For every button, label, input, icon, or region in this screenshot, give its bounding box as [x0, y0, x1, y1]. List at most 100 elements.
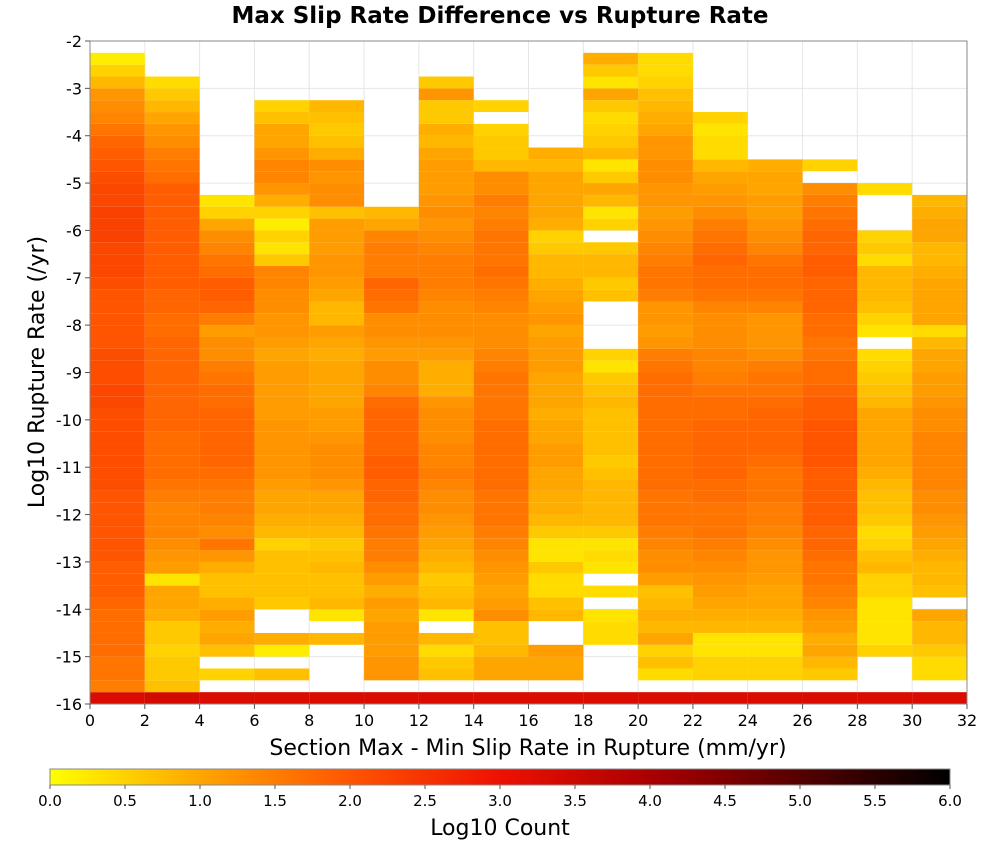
heatmap-cell-1-26 [144, 372, 200, 385]
heatmap-cell-6-20 [418, 443, 474, 456]
heatmap-cell-12-32 [747, 301, 803, 314]
heatmap-cell-7-44 [473, 159, 529, 172]
heatmap-cell-2-25 [199, 384, 255, 397]
heatmap-cell-3-8 [254, 585, 310, 598]
heatmap-cell-9-14 [583, 514, 639, 527]
heatmap-cell-2-21 [199, 431, 255, 444]
heatmap-cell-3-45 [254, 147, 310, 160]
heatmap-cell-9-37 [583, 242, 639, 255]
heatmap-cell-5-28 [364, 348, 419, 361]
heatmap-cell-10-49 [638, 100, 693, 113]
heatmap-cell-4-44 [309, 159, 365, 172]
heatmap-cell-4-20 [309, 443, 365, 456]
x-tick-label-11: 22 [683, 711, 703, 730]
y-tick-label-9: -11 [56, 458, 82, 477]
heatmap-cell-4-24 [309, 396, 365, 409]
heatmap-cell-14-20 [857, 443, 913, 456]
y-tick-label-11: -13 [56, 553, 82, 572]
heatmap-cell-9-13 [583, 526, 639, 539]
heatmap-cell-0-9 [90, 573, 145, 586]
heatmap-cell-11-30 [692, 325, 748, 337]
heatmap-cell-15-41 [912, 194, 967, 207]
heatmap-cell-6-9 [418, 573, 474, 586]
heatmap-cell-15-6 [912, 609, 967, 622]
heatmap-cell-14-7 [857, 597, 913, 610]
heatmap-cell-10-37 [638, 242, 693, 255]
heatmap-cell-1-12 [144, 538, 200, 551]
heatmap-cell-10-22 [638, 419, 693, 432]
heatmap-cell-5-39 [364, 218, 419, 231]
heatmap-cell-6-51 [418, 76, 474, 89]
heatmap-cell-10-32 [638, 301, 693, 314]
heatmap-cell-3-18 [254, 467, 310, 480]
heatmap-cell-11-2 [692, 656, 748, 669]
heatmap-cell-10-30 [638, 325, 693, 337]
heatmap-cell-9-26 [583, 372, 639, 385]
heatmap-cell-7-40 [473, 206, 529, 219]
heatmap-cell-2-18 [199, 467, 255, 480]
colorbar [49, 768, 951, 786]
heatmap-cell-9-17 [583, 479, 639, 491]
heatmap-cell-11-3 [692, 644, 748, 657]
heatmap-cell-4-16 [309, 490, 365, 503]
heatmap-cell-6-30 [418, 325, 474, 337]
heatmap-cell-14-21 [857, 431, 913, 444]
heatmap-cell-4-31 [309, 313, 365, 326]
heatmap-cell-10-44 [638, 159, 693, 172]
heatmap-cell-3-1 [254, 668, 310, 681]
heatmap-cell-10-33 [638, 289, 693, 302]
heatmap-cell-14-12 [857, 538, 913, 551]
heatmap-cell-10-53 [638, 52, 693, 65]
heatmap-cell-3-7 [254, 597, 310, 610]
heatmap-cell-10-42 [638, 183, 693, 195]
heatmap-cell-base-11 [692, 692, 748, 704]
heatmap-cell-14-10 [857, 561, 913, 574]
y-tick-label-13: -15 [56, 648, 82, 667]
heatmap-cell-0-2 [90, 656, 145, 669]
heatmap-cell-3-16 [254, 490, 310, 503]
heatmap-cell-14-8 [857, 585, 913, 598]
heatmap-cell-7-12 [473, 538, 529, 551]
heatmap-cell-base-14 [857, 692, 913, 704]
heatmap-cell-5-32 [364, 301, 419, 314]
heatmap-cell-9-23 [583, 408, 639, 420]
heatmap-cell-13-4 [802, 632, 858, 645]
heatmap-cell-2-38 [199, 230, 255, 243]
heatmap-cell-6-35 [418, 265, 474, 278]
heatmap-cell-9-50 [583, 88, 639, 101]
heatmap-cell-6-36 [418, 254, 474, 266]
heatmap-cell-11-20 [692, 443, 748, 456]
heatmap-cell-10-20 [638, 443, 693, 456]
heatmap-cell-10-35 [638, 265, 693, 278]
heatmap-cell-2-29 [199, 336, 255, 349]
heatmap-cell-9-33 [583, 289, 639, 302]
heatmap-cell-9-10 [583, 561, 639, 574]
heatmap-cell-15-32 [912, 301, 967, 314]
x-tick-label-14: 28 [847, 711, 867, 730]
heatmap-cell-4-46 [309, 135, 365, 148]
heatmap-cell-8-18 [528, 467, 584, 480]
heatmap-cell-5-15 [364, 502, 419, 515]
heatmap-cell-6-33 [418, 289, 474, 302]
heatmap-cell-6-45 [418, 147, 474, 160]
heatmap-cell-2-23 [199, 408, 255, 420]
colorbar-tick-label-8: 4.0 [638, 792, 662, 810]
heatmap-cell-10-13 [638, 526, 693, 539]
heatmap-cell-3-49 [254, 100, 310, 113]
heatmap-cell-0-42 [90, 183, 145, 195]
heatmap-cell-5-7 [364, 597, 419, 610]
heatmap-cell-10-52 [638, 64, 693, 77]
heatmap-cell-base-1 [144, 692, 200, 704]
heatmap-cell-7-4 [473, 632, 529, 645]
heatmap-cell-14-6 [857, 609, 913, 622]
heatmap-cell-10-12 [638, 538, 693, 551]
colorbar-tick-label-0: 0.0 [38, 792, 62, 810]
heatmap-cell-1-50 [144, 88, 200, 101]
heatmap-cell-9-20 [583, 443, 639, 456]
heatmap-cell-0-26 [90, 372, 145, 385]
y-tick-label-10: -12 [56, 506, 82, 525]
heatmap-cell-8-31 [528, 313, 584, 326]
heatmap-cell-13-21 [802, 431, 858, 444]
heatmap-cell-4-8 [309, 585, 365, 598]
heatmap-cell-5-14 [364, 514, 419, 527]
